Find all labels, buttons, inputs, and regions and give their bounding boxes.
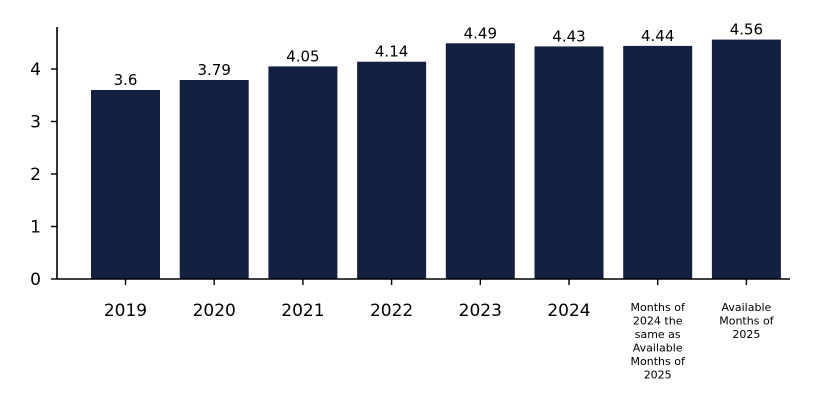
bar-6 xyxy=(534,46,604,280)
x-tick-label-line: Months of xyxy=(719,315,774,328)
y-tick-label: 4 xyxy=(30,60,41,80)
x-tick-label-line: Months of xyxy=(631,355,686,368)
y-tick-label: 0 xyxy=(30,270,41,290)
x-tick-label-5: 2023 xyxy=(459,301,502,321)
x-tick-label-8: Available Months of 2025 xyxy=(719,301,774,341)
data-label-2: 3.79 xyxy=(197,61,230,79)
data-label-8: 4.56 xyxy=(730,21,763,39)
x-tick-label-line: Available xyxy=(633,342,683,355)
x-tick-label-line: Available xyxy=(722,301,772,314)
data-label-1: 3.6 xyxy=(114,71,138,89)
data-label-7: 4.44 xyxy=(641,27,674,45)
x-tick-label-line: 2024 the xyxy=(633,315,683,328)
x-tick-label-7: Months of 2024 the same as Available Months … xyxy=(631,301,686,382)
bar-3 xyxy=(268,66,338,280)
x-tick-label-line: 2019 xyxy=(104,301,147,321)
y-tick-label: 1 xyxy=(30,218,41,238)
bar-8 xyxy=(711,39,781,279)
x-tick-label-2: 2020 xyxy=(193,301,236,321)
x-tick-label-line: 2022 xyxy=(370,301,413,321)
data-label-3: 4.05 xyxy=(286,47,319,65)
y-tick-label: 3 xyxy=(30,113,41,133)
x-tick-label-line: same as xyxy=(635,328,681,341)
x-tick-label-line: 2020 xyxy=(193,301,236,321)
x-tick-label-line: 2024 xyxy=(547,301,590,321)
y-tick-label: 2 xyxy=(30,165,41,185)
x-tick-label-line: 2025 xyxy=(732,328,760,341)
bars-group xyxy=(91,39,781,280)
data-label-4: 4.14 xyxy=(375,43,408,61)
data-labels-group: 3.6 3.79 4.05 4.14 4.49 4.43 4.44 4.56 xyxy=(114,21,764,89)
bar-5 xyxy=(445,43,515,279)
y-axis: 0 1 2 3 4 xyxy=(30,27,58,290)
x-tick-label-line: 2023 xyxy=(459,301,502,321)
bar-1 xyxy=(91,90,160,279)
x-tick-label-line: 2025 xyxy=(644,369,672,382)
bar-7 xyxy=(623,45,693,280)
x-tick-label-line: 2021 xyxy=(281,301,324,321)
x-axis: 2019 2020 2021 2022 2023 2024 Months of 2024 th… xyxy=(57,278,790,382)
bar-2 xyxy=(179,80,249,279)
x-tick-label-line: Months of xyxy=(631,301,686,314)
x-tick-label-4: 2022 xyxy=(370,301,413,321)
x-tick-label-1: 2019 xyxy=(104,301,147,321)
x-tick-label-3: 2021 xyxy=(281,301,324,321)
data-label-6: 4.43 xyxy=(552,27,585,45)
x-tick-label-6: 2024 xyxy=(547,301,590,321)
bar-4 xyxy=(357,61,427,280)
data-label-5: 4.49 xyxy=(464,24,497,42)
